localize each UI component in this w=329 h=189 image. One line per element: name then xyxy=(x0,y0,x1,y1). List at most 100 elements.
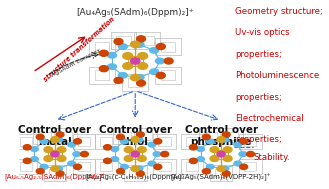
Circle shape xyxy=(161,151,169,157)
Circle shape xyxy=(99,66,108,72)
Circle shape xyxy=(223,156,232,161)
Circle shape xyxy=(104,145,112,150)
Text: Control over
thiol: Control over thiol xyxy=(99,125,172,147)
Text: AgSAdm complex: AgSAdm complex xyxy=(51,48,102,78)
Circle shape xyxy=(120,138,129,144)
Circle shape xyxy=(155,57,165,64)
Circle shape xyxy=(135,165,143,172)
Circle shape xyxy=(116,169,124,174)
Circle shape xyxy=(23,158,31,163)
Circle shape xyxy=(210,147,219,153)
Circle shape xyxy=(206,164,215,170)
Circle shape xyxy=(222,132,230,137)
Text: Control over
metal: Control over metal xyxy=(18,125,91,147)
Circle shape xyxy=(123,53,133,59)
Circle shape xyxy=(154,164,162,170)
Circle shape xyxy=(99,50,108,56)
Text: [Au₄Ag₅(c-C₆H₁₁S)₆(Dppm)₂]⁺: [Au₄Ag₅(c-C₆H₁₁S)₆(Dppm)₂]⁺ xyxy=(85,174,185,181)
Circle shape xyxy=(57,147,66,153)
Circle shape xyxy=(217,166,225,172)
Circle shape xyxy=(134,74,145,81)
Circle shape xyxy=(110,146,119,152)
Circle shape xyxy=(131,166,139,172)
Circle shape xyxy=(134,41,145,48)
Circle shape xyxy=(206,138,215,144)
Circle shape xyxy=(240,164,248,170)
Circle shape xyxy=(51,166,59,172)
Text: [Au₆.₅Ag₂.₅(SAdm)₆(Dppm)₂]⁺: [Au₆.₅Ag₂.₅(SAdm)₆(Dppm)₂]⁺ xyxy=(4,174,106,181)
Circle shape xyxy=(164,58,173,64)
Circle shape xyxy=(137,80,145,86)
Circle shape xyxy=(131,151,139,157)
Circle shape xyxy=(118,43,128,50)
Circle shape xyxy=(39,138,49,144)
Circle shape xyxy=(238,151,247,157)
Circle shape xyxy=(44,147,53,153)
Circle shape xyxy=(56,171,64,176)
Circle shape xyxy=(190,145,197,150)
Circle shape xyxy=(118,72,128,79)
Circle shape xyxy=(107,63,117,70)
Circle shape xyxy=(147,160,157,167)
Circle shape xyxy=(123,63,133,69)
Text: Electrochemical: Electrochemical xyxy=(235,114,304,123)
Circle shape xyxy=(74,139,82,144)
Circle shape xyxy=(222,171,230,176)
Circle shape xyxy=(54,137,63,143)
Text: Uv-vis optics: Uv-vis optics xyxy=(235,28,290,37)
Circle shape xyxy=(156,72,165,78)
Circle shape xyxy=(67,142,76,148)
Circle shape xyxy=(72,151,81,157)
Circle shape xyxy=(120,164,129,170)
Circle shape xyxy=(36,169,44,174)
Circle shape xyxy=(116,134,124,139)
Circle shape xyxy=(131,58,140,64)
Circle shape xyxy=(51,137,59,142)
Circle shape xyxy=(233,160,242,167)
Circle shape xyxy=(57,156,66,161)
Circle shape xyxy=(217,151,225,157)
Circle shape xyxy=(220,165,229,172)
Circle shape xyxy=(152,151,162,157)
Circle shape xyxy=(190,158,197,163)
Circle shape xyxy=(223,147,232,153)
Circle shape xyxy=(107,52,117,59)
Circle shape xyxy=(114,77,123,84)
Circle shape xyxy=(217,137,225,142)
Circle shape xyxy=(110,156,119,162)
Text: properties;: properties; xyxy=(235,93,282,102)
Text: properties;: properties; xyxy=(235,50,282,59)
Circle shape xyxy=(131,74,140,81)
Circle shape xyxy=(124,147,133,153)
Circle shape xyxy=(54,165,63,172)
Text: structure transformation: structure transformation xyxy=(42,15,116,82)
Circle shape xyxy=(51,151,59,157)
Circle shape xyxy=(44,156,53,161)
Circle shape xyxy=(149,68,159,75)
Circle shape xyxy=(220,137,229,143)
Circle shape xyxy=(138,53,148,59)
Circle shape xyxy=(137,132,144,137)
Text: Control over
phosphine: Control over phosphine xyxy=(185,125,258,147)
Circle shape xyxy=(196,146,205,152)
Circle shape xyxy=(74,164,82,170)
Circle shape xyxy=(30,146,39,152)
Circle shape xyxy=(138,63,148,69)
Circle shape xyxy=(233,142,242,148)
Circle shape xyxy=(30,156,39,162)
Circle shape xyxy=(135,137,143,143)
Circle shape xyxy=(81,151,89,157)
Circle shape xyxy=(124,156,133,161)
Circle shape xyxy=(240,139,248,144)
Circle shape xyxy=(156,43,165,50)
Circle shape xyxy=(247,151,255,157)
Text: Stability.: Stability. xyxy=(254,153,291,162)
Circle shape xyxy=(114,39,123,45)
Circle shape xyxy=(149,47,159,54)
Circle shape xyxy=(131,41,140,47)
Text: Geometry structure;: Geometry structure; xyxy=(235,7,323,16)
Circle shape xyxy=(154,139,162,144)
Circle shape xyxy=(147,142,157,148)
Text: [Au₄Ag₅(SAdm)₆(Dppm)₂]⁺: [Au₄Ag₅(SAdm)₆(Dppm)₂]⁺ xyxy=(76,8,194,17)
Circle shape xyxy=(67,160,76,167)
